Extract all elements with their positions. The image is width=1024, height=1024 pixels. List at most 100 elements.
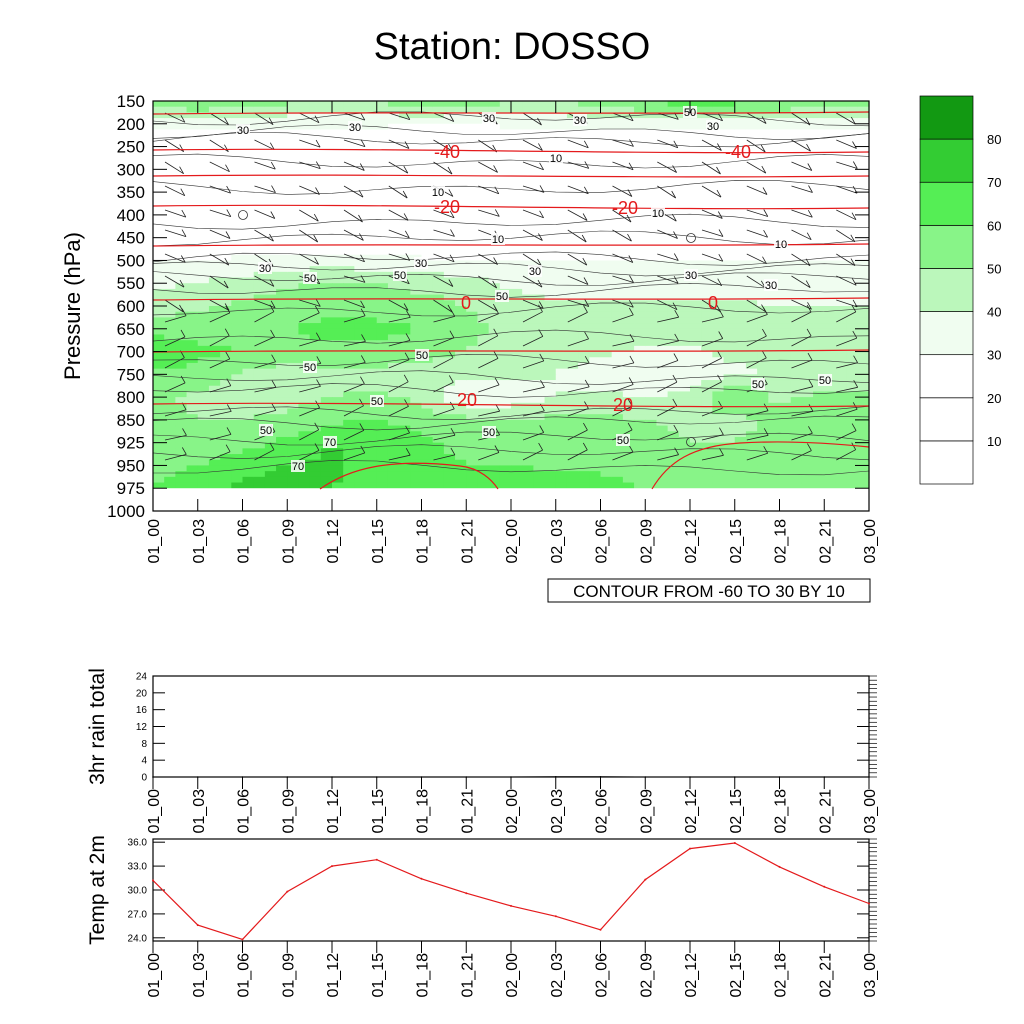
humidity-cell: [455, 294, 467, 301]
humidity-cell: [846, 260, 859, 267]
humidity-cell: [242, 180, 255, 188]
humidity-cell: [220, 465, 232, 472]
humidity-cell: [197, 294, 210, 301]
humidity-cell: [153, 328, 165, 336]
temperature-contour-line: [152, 402, 870, 408]
humidity-cell: [332, 226, 344, 233]
humidity-cell: [533, 140, 546, 148]
humidity-cell: [242, 374, 255, 381]
humidity-cell: [320, 157, 333, 165]
humidity-cell: [276, 135, 288, 142]
humidity-cell: [343, 226, 355, 233]
wind-barb: [701, 139, 722, 151]
humidity-cell: [712, 362, 725, 370]
humidity-cell: [320, 180, 333, 188]
humidity-cell: [298, 442, 311, 449]
wind-barb-flag: [315, 187, 320, 195]
humidity-cell: [813, 431, 825, 438]
humidity-cell: [723, 175, 736, 182]
humidity-cell: [186, 129, 199, 136]
temperature-contour-label: -20: [434, 197, 460, 217]
humidity-cell: [220, 385, 232, 393]
humidity-cell: [320, 431, 333, 438]
humidity-cell: [824, 192, 837, 199]
humidity-cell: [298, 203, 311, 210]
humidity-cell: [734, 129, 747, 136]
humidity-cell: [387, 334, 400, 341]
humidity-cell: [779, 368, 792, 375]
humidity-cell: [544, 425, 557, 432]
wind-barb: [522, 161, 544, 171]
humidity-cell: [365, 157, 378, 165]
humidity-cell: [253, 419, 266, 427]
humidity-cell: [589, 260, 602, 267]
humidity-cell: [734, 448, 747, 455]
humidity-cell: [846, 112, 859, 119]
humidity-cell: [365, 288, 378, 296]
humidity-cell: [734, 425, 747, 432]
wind-barb: [388, 359, 410, 369]
wind-barb-flag: [805, 280, 811, 288]
humidity-cell: [208, 402, 221, 410]
wind-barb: [209, 434, 232, 441]
humidity-cell: [745, 214, 758, 222]
humidity-cell: [264, 283, 277, 290]
humidity-cell: [175, 419, 188, 427]
humidity-cell: [824, 169, 837, 176]
humidity-cell: [656, 180, 669, 188]
humidity-cell: [455, 471, 467, 478]
humidity-cell: [768, 157, 781, 165]
humidity-cell: [432, 214, 445, 222]
humidity-cell: [634, 101, 646, 108]
humidity-cell: [455, 436, 467, 444]
humidity-cell: [365, 306, 378, 313]
humidity-cell: [443, 391, 456, 398]
humidity-cell: [522, 152, 534, 159]
humidity-cell: [242, 214, 255, 222]
humidity-cell: [734, 135, 747, 142]
humidity-cell: [656, 459, 669, 467]
humidity-cell: [611, 197, 624, 205]
humidity-cell: [499, 471, 512, 478]
humidity-cell: [589, 106, 602, 113]
humidity-cell: [264, 169, 277, 176]
humidity-cell: [824, 271, 837, 279]
humidity-cell: [231, 243, 244, 250]
humidity-cell: [186, 311, 199, 318]
humidity-cell: [701, 448, 713, 455]
humidity-cell: [320, 345, 333, 353]
humidity-cell: [824, 345, 837, 353]
humidity-cell: [298, 334, 311, 341]
wind-barb: [478, 358, 499, 369]
humidity-cell: [656, 271, 669, 279]
humidity-cell: [544, 226, 557, 233]
humidity-cell: [611, 306, 624, 313]
humidity-cell: [365, 220, 378, 227]
wind-barb: [299, 161, 321, 169]
humidity-cell: [555, 146, 568, 153]
humidity-cell: [857, 129, 870, 136]
humidity-cell: [410, 277, 423, 284]
humidity-cell: [264, 471, 277, 478]
humidity-cell: [175, 220, 188, 227]
humidity-cell: [153, 380, 165, 387]
humidity-contour-label: 50: [371, 396, 383, 408]
humidity-cell: [309, 186, 322, 193]
wind-barb-flag: [719, 427, 724, 435]
humidity-cell: [835, 357, 848, 364]
humidity-cell: [231, 402, 244, 410]
wind-barb: [746, 434, 769, 441]
humidity-cell: [712, 482, 725, 489]
humidity-cell: [399, 283, 411, 290]
humidity-cell: [164, 203, 176, 210]
humidity-cell: [768, 391, 781, 398]
wind-barb: [836, 161, 858, 169]
humidity-cell: [477, 129, 490, 136]
humidity-cell: [824, 203, 837, 210]
wind-barb: [701, 316, 724, 323]
wind-barb: [209, 253, 230, 266]
humidity-cell: [242, 448, 255, 455]
humidity-cell: [376, 357, 389, 364]
humidity-cell: [712, 345, 725, 353]
humidity-cell: [745, 157, 758, 165]
